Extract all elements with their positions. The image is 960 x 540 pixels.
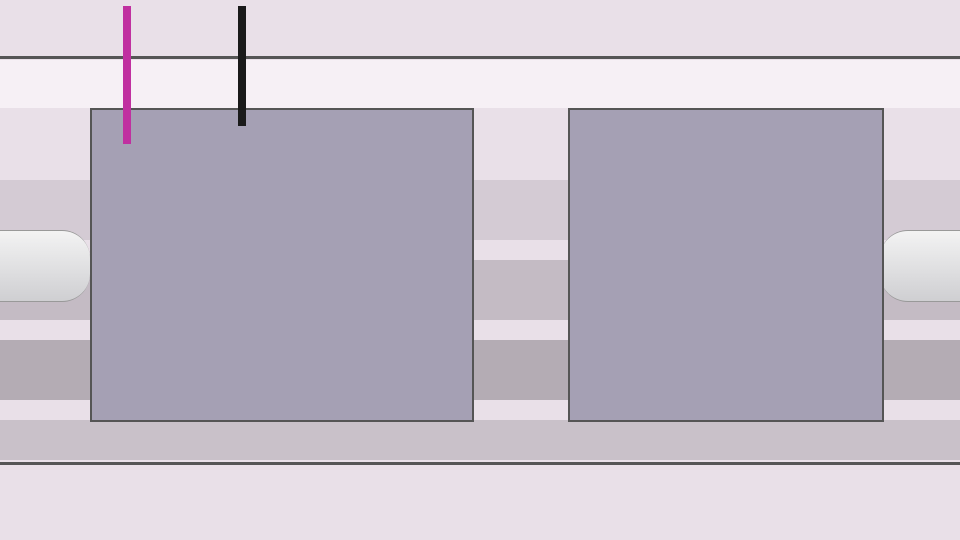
wire-BCH (307, 6, 315, 134)
wire-CH (238, 6, 246, 126)
diagram-top-border (0, 56, 960, 59)
right-stalk (880, 230, 960, 302)
left-panel (90, 108, 474, 422)
bg-band-4 (0, 420, 960, 460)
diagram-bottom-border (0, 462, 960, 465)
bg-band-0 (0, 60, 960, 108)
left-stalk (0, 230, 90, 302)
diagram-root (0, 0, 960, 540)
wire-P (123, 6, 131, 144)
right-panel (568, 108, 884, 422)
